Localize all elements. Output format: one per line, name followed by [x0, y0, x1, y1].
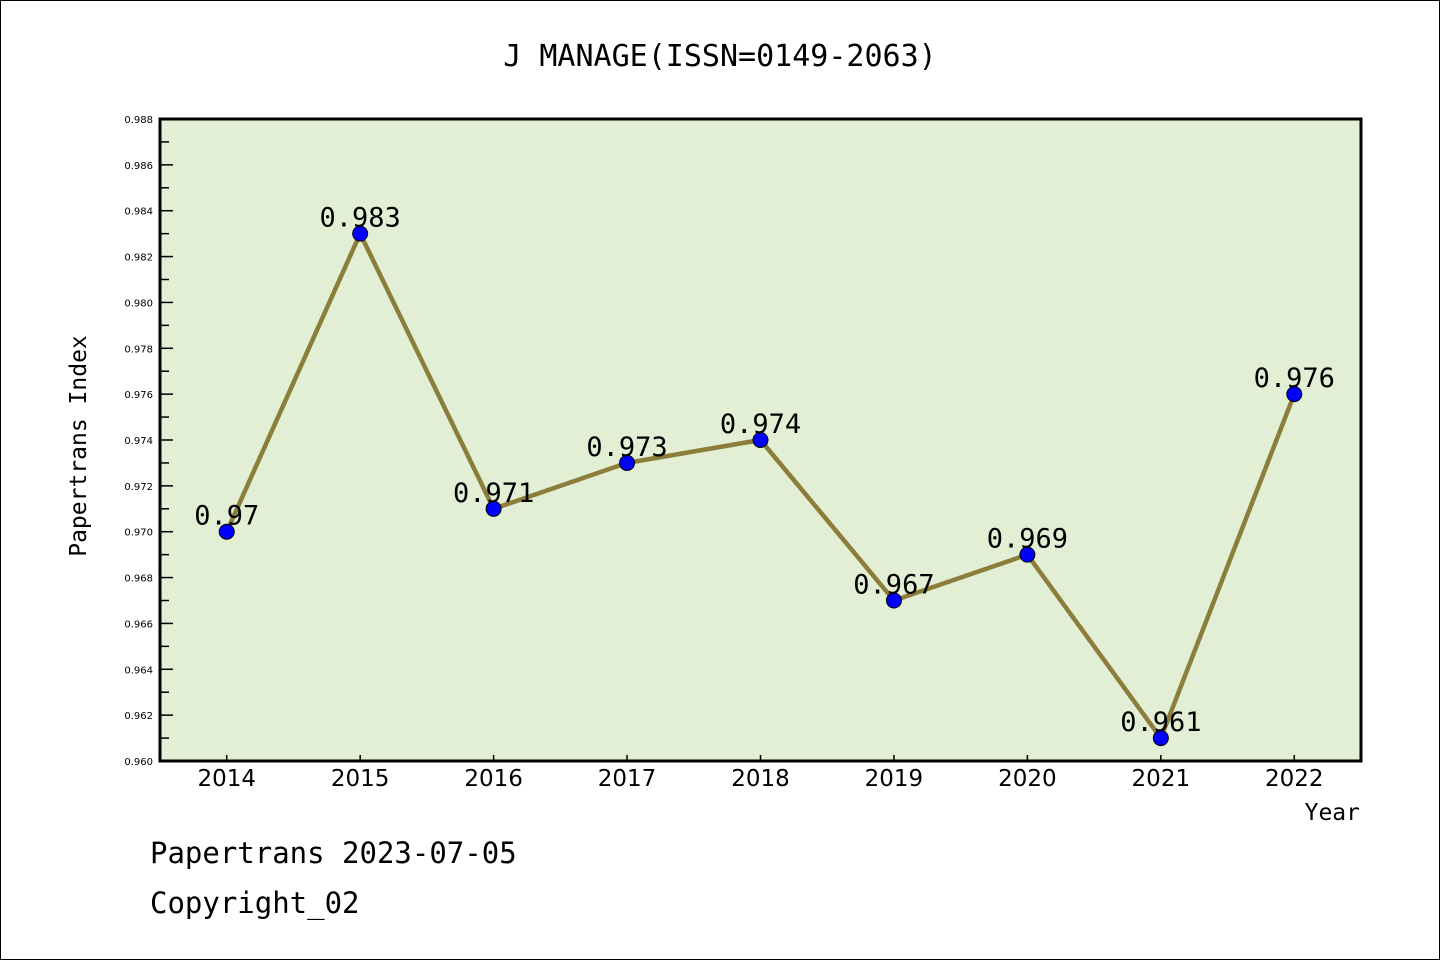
y-tick-label: 0.964	[124, 665, 153, 676]
data-label: 0.974	[720, 409, 801, 440]
data-point	[1286, 386, 1303, 403]
y-tick-label: 0.962	[124, 711, 153, 722]
data-label: 0.983	[320, 203, 401, 234]
y-tick-label: 0.960	[124, 757, 153, 768]
x-tick-label: 2020	[998, 766, 1057, 792]
plot-border	[158, 117, 1363, 763]
x-tick-label: 2014	[197, 766, 256, 792]
data-point	[1152, 730, 1169, 747]
data-label: 0.97	[194, 501, 259, 532]
y-tick-label: 0.988	[124, 115, 153, 126]
x-tick-label: 2017	[598, 766, 657, 792]
y-tick-label: 0.978	[124, 344, 153, 355]
y-axis-label: Papertrans Index	[66, 335, 92, 557]
data-label: 0.961	[1120, 707, 1201, 738]
x-axis-label: Year	[1305, 800, 1360, 826]
x-tick-label: 2022	[1265, 766, 1324, 792]
y-tick-label: 0.984	[124, 207, 153, 218]
y-tick-label: 0.966	[124, 619, 153, 630]
chart-title: J MANAGE(ISSN=0149-2063)	[503, 39, 936, 74]
x-tick-label: 2019	[865, 766, 924, 792]
x-tick-label: 2016	[464, 766, 523, 792]
data-label: 0.969	[987, 524, 1068, 555]
y-tick-label: 0.972	[124, 482, 153, 493]
data-point	[1019, 546, 1036, 563]
data-point	[218, 523, 235, 540]
data-label: 0.973	[586, 432, 667, 463]
y-tick-label: 0.980	[124, 298, 153, 309]
data-point	[619, 454, 636, 471]
y-tick-label: 0.970	[124, 528, 153, 539]
data-point	[485, 500, 502, 517]
y-tick-label: 0.982	[124, 253, 153, 264]
data-label: 0.976	[1254, 363, 1335, 394]
y-tick-label: 0.968	[124, 574, 153, 585]
y-tick-label: 0.986	[124, 161, 153, 172]
data-label: 0.971	[453, 478, 534, 509]
data-point	[352, 225, 369, 242]
x-tick-label: 2021	[1132, 766, 1191, 792]
y-tick-label: 0.974	[124, 436, 153, 447]
data-point	[885, 592, 902, 609]
x-tick-label: 2015	[331, 766, 390, 792]
y-tick-label: 0.976	[124, 390, 153, 401]
footer-date: Papertrans 2023-07-05	[150, 836, 517, 870]
data-point	[752, 432, 769, 448]
data-label: 0.967	[853, 570, 934, 601]
footer-copyright: Copyright_02	[150, 886, 360, 920]
x-tick-label: 2018	[731, 766, 790, 792]
